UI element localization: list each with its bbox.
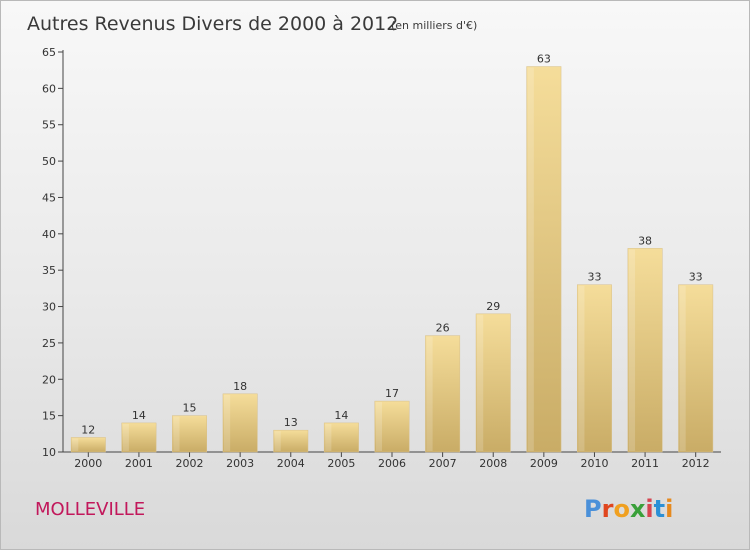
bar-2005 <box>323 422 359 453</box>
x-tick-label: 2009 <box>530 457 558 470</box>
brand-letter: i <box>645 495 653 523</box>
data-label-2006: 17 <box>385 387 399 400</box>
data-label-2009: 63 <box>537 53 551 66</box>
bar-2000 <box>70 437 106 453</box>
bar-2002 <box>172 415 207 453</box>
bar-2010 <box>577 284 612 453</box>
data-label-2008: 29 <box>486 300 500 313</box>
bar-highlight <box>375 402 382 451</box>
data-label-2000: 12 <box>81 423 95 436</box>
x-tick-label: 2001 <box>125 457 153 470</box>
bar-2012 <box>678 284 714 453</box>
bar-highlight <box>679 285 686 451</box>
y-tick-label: 65 <box>42 46 56 59</box>
x-tick-label: 2003 <box>226 457 254 470</box>
bars <box>70 66 714 453</box>
y-tick-label: 30 <box>42 301 56 314</box>
y-tick-label: 40 <box>42 228 56 241</box>
bar-highlight <box>173 416 180 451</box>
commune-name: MOLLEVILLE <box>35 499 145 520</box>
y-tick-label: 20 <box>42 373 56 386</box>
y-tick-label: 55 <box>42 119 56 132</box>
x-tick-label: 2002 <box>176 457 204 470</box>
brand-letter: P <box>584 495 602 523</box>
data-label-2001: 14 <box>132 409 146 422</box>
y-tick-label: 10 <box>42 446 56 459</box>
brand-letter: r <box>602 495 614 523</box>
bar-highlight <box>628 249 636 451</box>
bar-2003 <box>222 393 258 453</box>
data-label-2007: 26 <box>436 322 450 335</box>
bar-2009 <box>526 66 562 453</box>
data-label-2011: 38 <box>638 234 652 247</box>
data-label-2012: 33 <box>689 271 703 284</box>
data-label-2005: 14 <box>334 409 348 422</box>
brand-letter: t <box>654 495 665 523</box>
bar-2007 <box>425 335 461 453</box>
x-tick-label: 2004 <box>277 457 305 470</box>
y-tick-label: 50 <box>42 155 56 168</box>
bar-2008 <box>475 313 511 453</box>
brand-letter: x <box>630 495 646 523</box>
bar-highlight <box>527 67 534 451</box>
y-axis: 10 15 20 25 30 35 40 45 50 55 60 65 <box>42 46 64 459</box>
x-tick-label: 2010 <box>580 457 608 470</box>
y-tick-label: 45 <box>42 191 56 204</box>
x-tick-label: 2000 <box>74 457 102 470</box>
x-tick-label: 2008 <box>479 457 507 470</box>
y-tick-label: 25 <box>42 337 56 350</box>
bar-2011 <box>627 248 663 453</box>
x-tick-label: 2011 <box>631 457 659 470</box>
data-label-2004: 13 <box>284 416 298 429</box>
x-tick-label: 2006 <box>378 457 406 470</box>
bar-highlight <box>426 336 433 451</box>
chart-title: Autres Revenus Divers de 2000 à 2012 <box>27 13 398 35</box>
bar-2001 <box>121 422 157 453</box>
x-tick-label: 2007 <box>429 457 457 470</box>
data-labels: 12 14 15 18 13 14 17 26 29 63 33 38 33 <box>81 53 702 437</box>
brand-letter: i <box>665 495 673 523</box>
bar-highlight <box>223 394 231 451</box>
x-tick-label: 2005 <box>327 457 355 470</box>
bar-highlight <box>325 423 332 451</box>
bar-highlight <box>274 431 281 451</box>
bar-highlight <box>477 314 484 451</box>
bar-highlight <box>578 285 585 451</box>
x-axis: 2000 2001 2002 2003 2004 2005 2006 2007 2008 2009… <box>63 451 721 470</box>
y-tick-label: 60 <box>42 82 56 95</box>
x-tick-label: 2012 <box>682 457 710 470</box>
y-tick-label: 35 <box>42 264 56 277</box>
unit-label: (en milliers d'€) <box>391 19 477 32</box>
bar-2006 <box>374 400 410 453</box>
data-label-2003: 18 <box>233 380 247 393</box>
bar-highlight <box>72 438 79 451</box>
bar-highlight <box>122 423 129 451</box>
brand-letter: o <box>613 495 630 523</box>
bar-2004 <box>273 429 309 453</box>
data-label-2002: 15 <box>183 402 197 415</box>
y-tick-label: 15 <box>42 410 56 423</box>
brand-logo: Proxiti <box>584 495 673 523</box>
data-label-2010: 33 <box>587 271 601 284</box>
